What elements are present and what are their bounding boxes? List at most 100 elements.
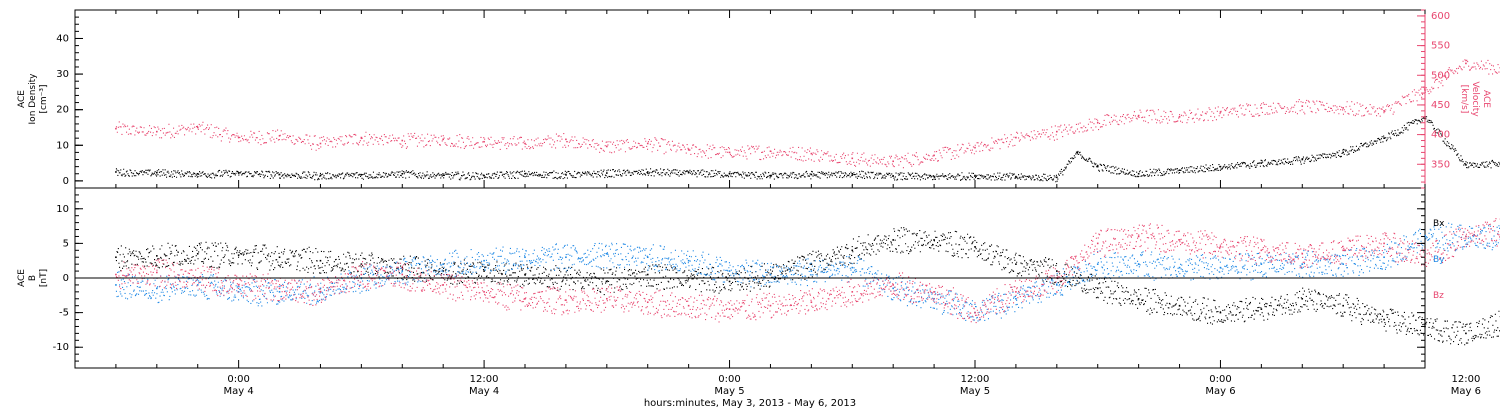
density-point — [606, 172, 608, 174]
bottom-left-tick-label: 0 — [63, 273, 69, 284]
bx-point — [1015, 263, 1017, 265]
bz-point — [933, 291, 935, 293]
top-left-tick-label: 10 — [56, 140, 69, 151]
bx-point — [319, 259, 322, 262]
by-point — [892, 287, 894, 290]
by-point — [728, 270, 731, 272]
density-point — [1056, 176, 1058, 179]
velocity-point — [565, 138, 567, 141]
velocity-point — [319, 142, 322, 145]
bx-point — [442, 270, 444, 272]
bx-point — [1096, 287, 1099, 290]
bx-point — [1056, 270, 1058, 272]
legend-bx: Bx — [1433, 219, 1445, 229]
density-point — [1301, 158, 1304, 161]
bz-point — [1137, 235, 1140, 238]
bz-point — [115, 273, 117, 276]
bottom-left-tick-label: -10 — [53, 342, 69, 353]
bx-point — [483, 270, 485, 272]
bx-point — [360, 263, 363, 265]
legend-bz: Bz — [1433, 291, 1444, 301]
density-point — [278, 173, 281, 176]
density-point — [401, 172, 404, 175]
bottom-left-tick-label: 5 — [63, 238, 69, 249]
by-point — [1015, 297, 1017, 300]
bz-point — [1015, 291, 1017, 293]
by-scatter — [115, 222, 1500, 322]
velocity-point — [892, 160, 894, 163]
legend-by: By — [1433, 255, 1445, 265]
by-point — [196, 284, 199, 286]
by-point — [1383, 256, 1385, 259]
density-point — [1465, 164, 1467, 166]
top-left-tick-label: 0 — [63, 176, 69, 187]
velocity-point — [360, 136, 363, 139]
velocity-point — [237, 136, 240, 139]
bz-point — [1465, 235, 1467, 238]
top-left-ylabel-line3: [cm⁻³] — [39, 84, 49, 113]
by-point — [1260, 263, 1263, 265]
velocity-point — [1383, 110, 1385, 112]
top-panel-frame — [74, 9, 1426, 189]
top-left-ylabel-line2: Ion Density — [28, 73, 38, 125]
by-point — [278, 291, 281, 293]
bx-point — [933, 239, 935, 241]
x-tick-label-date: May 6 — [1451, 386, 1481, 397]
by-point — [606, 252, 608, 255]
bz-point — [1260, 249, 1263, 252]
by-point — [1056, 284, 1058, 286]
bx-point — [237, 254, 240, 256]
x-tick-label-date: May 5 — [960, 386, 990, 397]
density-scatter — [115, 116, 1500, 183]
velocity-point — [524, 142, 526, 145]
velocity-point — [483, 140, 485, 143]
by-point — [524, 256, 526, 259]
bx-point — [1260, 308, 1263, 310]
by-point — [483, 259, 485, 262]
velocity-point — [687, 148, 690, 151]
bz-point — [728, 308, 731, 310]
density-point — [933, 175, 935, 178]
bx-scatter — [115, 227, 1500, 346]
velocity-point — [606, 145, 608, 148]
by-point — [442, 263, 444, 265]
x-tick-label-time: 0:00 — [227, 374, 249, 385]
bx-point — [810, 263, 813, 265]
by-point — [401, 270, 404, 272]
velocity-point — [1342, 107, 1344, 109]
density-point — [851, 172, 854, 175]
by-point — [646, 256, 649, 259]
x-tick-label-time: 12:00 — [961, 374, 990, 385]
by-point — [769, 273, 772, 276]
bz-point — [483, 291, 485, 293]
density-point — [1342, 151, 1344, 154]
bx-point — [646, 273, 649, 276]
bz-point — [1219, 246, 1222, 248]
bottom-left-tick-label: -5 — [59, 308, 69, 319]
top-panel-marks — [115, 59, 1500, 183]
bottom-left-ylabel-line3: [nT] — [39, 269, 49, 287]
bz-point — [646, 301, 649, 304]
velocity-point — [1178, 116, 1181, 118]
bx-point — [1137, 297, 1140, 300]
bx-point — [196, 252, 199, 255]
top-right-tick-label: 400 — [1431, 130, 1450, 141]
velocity-point — [401, 139, 404, 142]
by-point — [156, 287, 158, 290]
density-point — [769, 174, 772, 177]
top-right-tick-label: 550 — [1431, 41, 1450, 52]
density-point — [687, 171, 690, 174]
by-point — [237, 291, 240, 293]
top-right-tick-label: 600 — [1431, 11, 1450, 22]
bz-point — [1301, 252, 1304, 255]
bz-point — [1096, 242, 1099, 245]
velocity-point — [278, 134, 281, 137]
top-right-ylabel: ACE Velocity [km/s] — [1459, 81, 1491, 117]
bz-point — [687, 304, 690, 307]
density-point — [115, 171, 117, 173]
velocity-point — [115, 127, 117, 130]
velocity-point — [646, 142, 649, 145]
x-tick-label-date: May 4 — [469, 386, 499, 397]
bx-point — [524, 273, 526, 276]
density-point — [156, 171, 158, 174]
